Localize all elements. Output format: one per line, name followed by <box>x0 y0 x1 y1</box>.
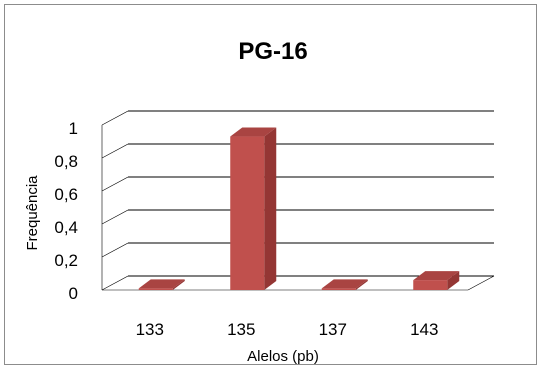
bar <box>321 279 368 290</box>
gridline-diagonal <box>101 242 129 258</box>
bars <box>138 127 460 290</box>
chart-frame: PG-16 0 0,2 0,4 0,6 0,8 1 133 135 137 143 Alelos… <box>4 4 537 365</box>
y-axis-label: Frequência <box>24 175 41 251</box>
bar-top <box>138 279 185 289</box>
bar <box>230 127 277 290</box>
bar-top <box>230 127 277 137</box>
bar-front <box>321 288 356 290</box>
bar-side <box>447 271 460 290</box>
x-tick-label: 133 <box>136 320 164 339</box>
gridline-diagonal <box>101 176 129 192</box>
bar <box>413 271 460 290</box>
gridline-diagonal <box>101 275 129 291</box>
gridline-diagonal <box>101 143 129 159</box>
bar-side <box>264 127 277 290</box>
bar-top <box>413 271 460 281</box>
floor-depth-edge <box>467 275 495 291</box>
gridline-diagonal <box>101 110 129 126</box>
y-tick-label: 0,2 <box>54 251 78 270</box>
y-tick-label: 0 <box>69 284 78 303</box>
bar-side <box>172 279 185 290</box>
bar-front <box>138 288 173 290</box>
x-axis-label: Alelos (pb) <box>247 348 319 365</box>
y-tick-label: 0,8 <box>54 152 78 171</box>
chart-title: PG-16 <box>238 38 307 65</box>
bar-front <box>413 280 448 290</box>
y-tick-label: 0,4 <box>54 218 78 237</box>
x-tick-label: 137 <box>319 320 347 339</box>
y-tick-labels: 0 0,2 0,4 0,6 0,8 1 <box>54 119 78 303</box>
x-tick-label: 143 <box>410 320 438 339</box>
bar-front <box>230 136 265 290</box>
x-tick-labels: 133 135 137 143 <box>136 320 439 339</box>
x-tick-label: 135 <box>227 320 255 339</box>
bar-side <box>355 279 368 290</box>
y-tick-label: 1 <box>69 119 78 138</box>
gridlines <box>101 110 495 291</box>
y-tick-label: 0,6 <box>54 185 78 204</box>
bar <box>138 279 185 290</box>
bar-chart: PG-16 0 0,2 0,4 0,6 0,8 1 133 135 137 143 Alelos… <box>24 38 495 365</box>
gridline-diagonal <box>101 209 129 225</box>
bar-top <box>321 279 368 289</box>
